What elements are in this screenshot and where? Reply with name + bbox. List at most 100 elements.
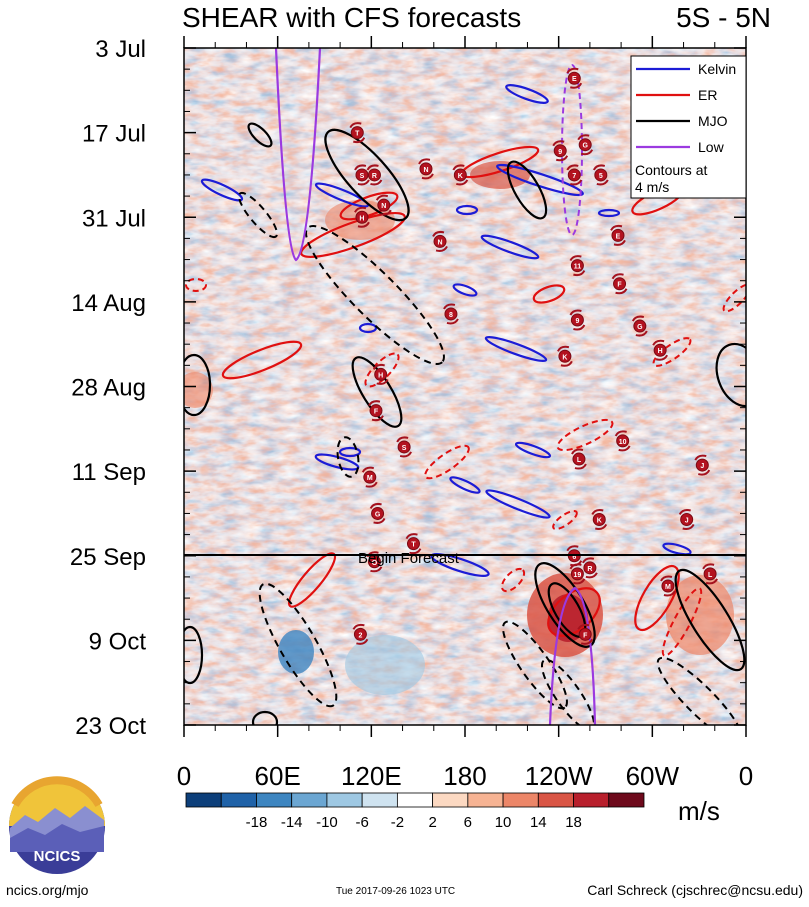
storm-marker: M <box>660 575 676 597</box>
x-tick-label: 0 <box>739 761 753 791</box>
x-tick-label: 120W <box>525 761 593 791</box>
x-tick-label: 120E <box>341 761 402 791</box>
legend-box <box>630 55 747 199</box>
forecast-label: Begin Forecast <box>358 550 460 567</box>
colorbar-tick-label: -10 <box>316 814 338 831</box>
y-axis: 3 Jul 17 Jul 31 Jul 14 Aug 28 Aug 11 Sep 25 Se… <box>70 36 746 740</box>
colorbar-cell <box>326 792 363 808</box>
y-tick-label: 9 Oct <box>89 628 147 655</box>
legend-note-line2: 4 m/s <box>635 179 669 195</box>
storm-marker-label: J <box>685 517 689 524</box>
footer-timestamp: Tue 2017-09-26 1023 UTC <box>336 886 456 897</box>
y-tick-label: 23 Oct <box>75 713 146 740</box>
er-contours <box>221 145 685 637</box>
colorbar-tick-label: 10 <box>495 814 512 831</box>
storm-marker: R <box>366 164 383 186</box>
legend: Kelvin ER MJO Low Contours at 4 m/s <box>630 55 747 199</box>
chart-title: SHEAR with CFS forecasts <box>182 2 522 33</box>
storm-marker: L <box>702 563 718 585</box>
storm-marker: E <box>566 67 583 89</box>
storm-marker-label: 9 <box>575 318 579 325</box>
storm-marker: S <box>354 164 370 186</box>
colorbar-cell <box>502 792 539 808</box>
storm-marker: H <box>652 339 669 361</box>
colorbar-cell <box>573 792 610 808</box>
colorbar-cell <box>432 792 469 808</box>
storm-marker-label: N <box>423 167 428 174</box>
colorbar-tick-label: 14 <box>530 814 547 831</box>
storm-marker: G <box>369 502 386 524</box>
storm-marker-label: E <box>572 76 577 83</box>
storm-marker-label: R <box>372 173 377 180</box>
storm-marker: 10 <box>614 430 631 452</box>
colorbar-tick-label: -6 <box>355 814 368 831</box>
storm-marker-label: 6 <box>572 554 576 561</box>
storm-marker-label: N <box>381 203 386 210</box>
storm-marker: G <box>577 134 594 156</box>
storm-marker: T <box>349 122 366 144</box>
y-tick-label: 25 Sep <box>70 544 146 571</box>
footer-site-link[interactable]: ncics.org/mjo <box>6 882 89 898</box>
storm-marker: G <box>631 315 648 337</box>
storm-marker: 7 <box>566 164 583 186</box>
storm-marker-label: O <box>372 560 378 567</box>
legend-label-low: Low <box>698 139 725 155</box>
colorbar-tick-label: -2 <box>391 814 404 831</box>
storm-marker: 9 <box>569 309 586 331</box>
colorbar-cell <box>291 792 328 808</box>
storm-marker-label: 11 <box>574 264 582 271</box>
storm-marker: 2 <box>352 623 369 645</box>
y-tick-label: 28 Aug <box>71 375 146 402</box>
storm-marker: N <box>418 158 434 180</box>
storm-marker: H <box>354 206 370 228</box>
storm-marker-label: E <box>616 233 621 240</box>
storm-marker-label: T <box>355 131 360 138</box>
storm-marker: 9 <box>552 140 569 162</box>
storm-marker: J <box>678 508 695 530</box>
colorbar-tick-label: 18 <box>565 814 582 831</box>
storm-marker-label: F <box>617 282 622 289</box>
ncics-logo: NCICS <box>9 776 105 874</box>
storm-marker-label: F <box>374 409 379 416</box>
storm-marker-label: H <box>378 372 383 379</box>
storm-marker-label: J <box>700 463 704 470</box>
storm-marker-label: G <box>582 143 588 150</box>
colorbar-tick-label: -18 <box>246 814 268 831</box>
storm-marker: N <box>375 194 392 216</box>
legend-label-kelvin: Kelvin <box>698 61 736 77</box>
storm-marker: L <box>571 448 587 470</box>
storm-marker: N <box>432 230 448 252</box>
y-tick-label: 3 Jul <box>95 36 146 63</box>
storm-marker-label: F <box>583 632 588 639</box>
storm-marker-label: N <box>437 239 442 246</box>
storm-marker-label: 9 <box>558 149 562 156</box>
storm-marker-label: G <box>637 324 643 331</box>
storm-marker-label: H <box>359 215 364 222</box>
storm-marker-label: M <box>665 584 671 591</box>
storm-marker-label: K <box>458 173 463 180</box>
storm-marker: J <box>694 454 711 476</box>
colorbar-cell <box>256 792 293 808</box>
y-tick-label: 11 Sep <box>72 459 146 486</box>
storm-marker: E <box>610 224 626 246</box>
x-tick-label: 180 <box>443 761 486 791</box>
colorbar-cell <box>537 792 574 808</box>
storm-marker-label: K <box>597 517 602 524</box>
storm-marker-label: T <box>411 542 416 549</box>
storm-marker-label: L <box>577 457 582 464</box>
legend-label-er: ER <box>698 87 717 103</box>
storm-marker-label: S <box>360 173 365 180</box>
legend-note-line1: Contours at <box>635 162 707 178</box>
storm-marker-label: 2 <box>358 632 362 639</box>
region-label: 5S - 5N <box>676 2 771 33</box>
storm-marker-label: K <box>562 354 567 361</box>
y-tick-label: 31 Jul <box>82 205 146 232</box>
storm-marker: R <box>581 557 598 579</box>
er-dashed-contours <box>185 278 746 657</box>
storm-marker-label: S <box>402 445 407 452</box>
storm-marker: K <box>557 345 573 367</box>
storm-marker: K <box>591 508 608 530</box>
mjo-dashed-contours <box>237 191 744 725</box>
